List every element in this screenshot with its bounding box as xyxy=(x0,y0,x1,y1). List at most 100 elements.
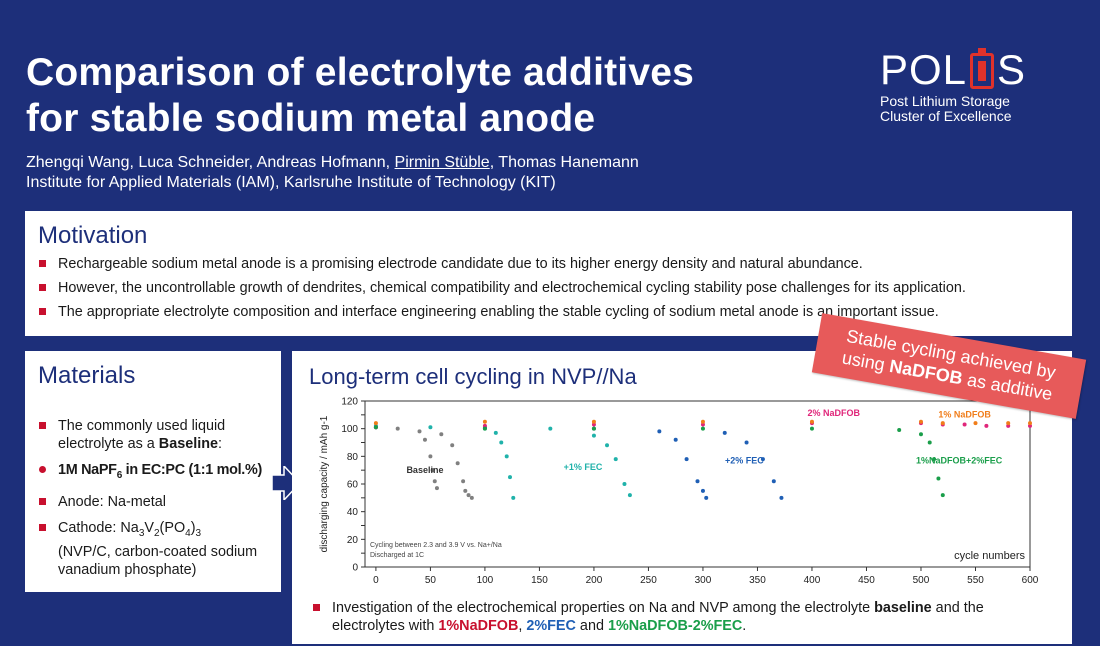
data-point xyxy=(455,461,460,466)
data-point xyxy=(482,423,487,428)
y-axis-label: discharging capacity / mAh g-1 xyxy=(319,415,330,552)
motivation-bullet: The appropriate electrolyte composition … xyxy=(38,303,966,321)
text: in EC:PC (1:1 mol.%) xyxy=(121,462,263,478)
y-tick-label: 0 xyxy=(352,563,358,574)
data-point xyxy=(918,419,923,424)
y-tick-label: 100 xyxy=(341,424,358,435)
motivation-title: Motivation xyxy=(38,222,148,249)
data-point xyxy=(434,486,439,491)
data-point xyxy=(605,443,610,448)
data-point xyxy=(897,428,902,433)
materials-bullets: The commonly used liquid electrolyte as … xyxy=(38,417,278,587)
data-point xyxy=(1028,423,1032,428)
mixed-label: 1%NaDFOB-2%FEC xyxy=(607,618,743,634)
motivation-bullet: However, the uncontrollable growth of de… xyxy=(38,279,966,297)
data-point xyxy=(984,423,989,428)
materials-bullet-anode: Anode: Na-metal xyxy=(38,493,278,511)
data-point xyxy=(704,495,709,500)
data-point xyxy=(461,479,466,484)
x-tick-label: 250 xyxy=(640,575,657,586)
authors-block: Zhengqi Wang, Luca Schneider, Andreas Ho… xyxy=(26,153,639,193)
text: and the electrolytes with xyxy=(332,600,984,634)
data-point xyxy=(940,493,945,498)
text: V xyxy=(144,519,154,536)
data-point xyxy=(673,437,678,442)
data-point xyxy=(591,422,596,427)
text: Investigation of the electrochemical pro… xyxy=(332,600,875,616)
chart-annotation: Cycling between 2.3 and 3.9 V vs. Na+/Na xyxy=(370,542,502,549)
authors-part: Zhengqi Wang, Luca Schneider, Andreas Ho… xyxy=(26,154,395,171)
data-point xyxy=(779,495,784,500)
data-point xyxy=(428,425,433,430)
data-point xyxy=(430,468,435,473)
materials-title: Materials xyxy=(38,362,136,389)
data-point xyxy=(613,457,618,462)
data-point xyxy=(1006,423,1011,428)
data-point xyxy=(591,433,596,438)
data-point xyxy=(466,493,471,498)
baseline-label: Baseline xyxy=(158,436,218,452)
data-point xyxy=(932,457,937,462)
series-label: 1%NaDFOB+2%FEC xyxy=(916,455,1003,465)
y-tick-label: 120 xyxy=(341,397,358,408)
data-point xyxy=(548,426,553,431)
y-tick-label: 60 xyxy=(347,480,359,491)
logo-word-right: S xyxy=(997,46,1027,93)
x-tick-label: 350 xyxy=(749,575,766,586)
text: (PO xyxy=(159,519,186,536)
text: The commonly used liquid electrolyte as … xyxy=(58,418,226,452)
data-point xyxy=(450,443,455,448)
data-point xyxy=(469,495,474,500)
data-point xyxy=(927,440,932,445)
x-axis-label: cycle numbers xyxy=(954,550,1025,562)
cycling-chart: 0 50 100 150 200 250 300 350 400 450 500 550 600 0 20 4… xyxy=(319,397,1039,587)
x-tick-label: 400 xyxy=(804,575,821,586)
x-tick-label: 100 xyxy=(477,575,494,586)
cycling-note: Investigation of the electrochemical pro… xyxy=(312,599,1052,635)
logo-line-2: Cluster of Excellence xyxy=(880,108,1012,124)
data-point xyxy=(439,432,444,437)
motivation-panel: Motivation Rechargeable sodium metal ano… xyxy=(25,211,1072,336)
data-point xyxy=(482,426,487,431)
data-point xyxy=(657,429,662,434)
materials-bullet-cathode: Cathode: Na3V2(PO4)3 (NVP/C, carbon-coate… xyxy=(38,519,278,579)
fec-label: 2%FEC xyxy=(526,618,576,634)
text: ) xyxy=(190,519,196,536)
x-tick-label: 300 xyxy=(695,575,712,586)
x-tick-label: 500 xyxy=(913,575,930,586)
data-point xyxy=(700,419,705,424)
data-point xyxy=(504,454,509,459)
text: (NVP/C, carbon-coated sodium vanadium ph… xyxy=(58,543,258,578)
nadfob-label: 1%NaDFOB xyxy=(438,618,519,634)
logo-word-left: POL xyxy=(880,46,968,93)
data-point xyxy=(432,479,437,484)
data-point xyxy=(918,432,923,437)
data-point xyxy=(493,430,498,435)
cycling-notes: Investigation of the electrochemical pro… xyxy=(312,599,1052,635)
data-point xyxy=(771,479,776,484)
subscript: 3 xyxy=(138,527,145,539)
x-tick-label: 0 xyxy=(373,575,379,586)
cycling-panel: Long-term cell cycling in NVP//Na 0 50 100… xyxy=(292,351,1072,644)
data-point xyxy=(373,425,378,430)
series-label: +1% FEC xyxy=(564,462,603,472)
text: Cathode: Na xyxy=(58,519,139,536)
motivation-bullet: Rechargeable sodium metal anode is a pro… xyxy=(38,255,966,273)
presenting-author: Pirmin Stüble xyxy=(394,154,490,171)
y-tick-label: 80 xyxy=(347,452,359,463)
data-point xyxy=(809,419,814,424)
data-point xyxy=(422,437,427,442)
x-tick-label: 450 xyxy=(858,575,875,586)
affiliation: Institute for Applied Materials (IAM), K… xyxy=(26,174,556,191)
data-point xyxy=(760,457,765,462)
data-point xyxy=(700,426,705,431)
battery-icon xyxy=(970,48,995,89)
data-point xyxy=(962,422,967,427)
subscript: 2 xyxy=(153,527,160,539)
text: : xyxy=(218,436,222,452)
data-point xyxy=(591,426,596,431)
text: and xyxy=(575,618,608,634)
data-point xyxy=(722,430,727,435)
data-point xyxy=(507,475,512,480)
series-label: +2% FEC xyxy=(725,455,764,465)
